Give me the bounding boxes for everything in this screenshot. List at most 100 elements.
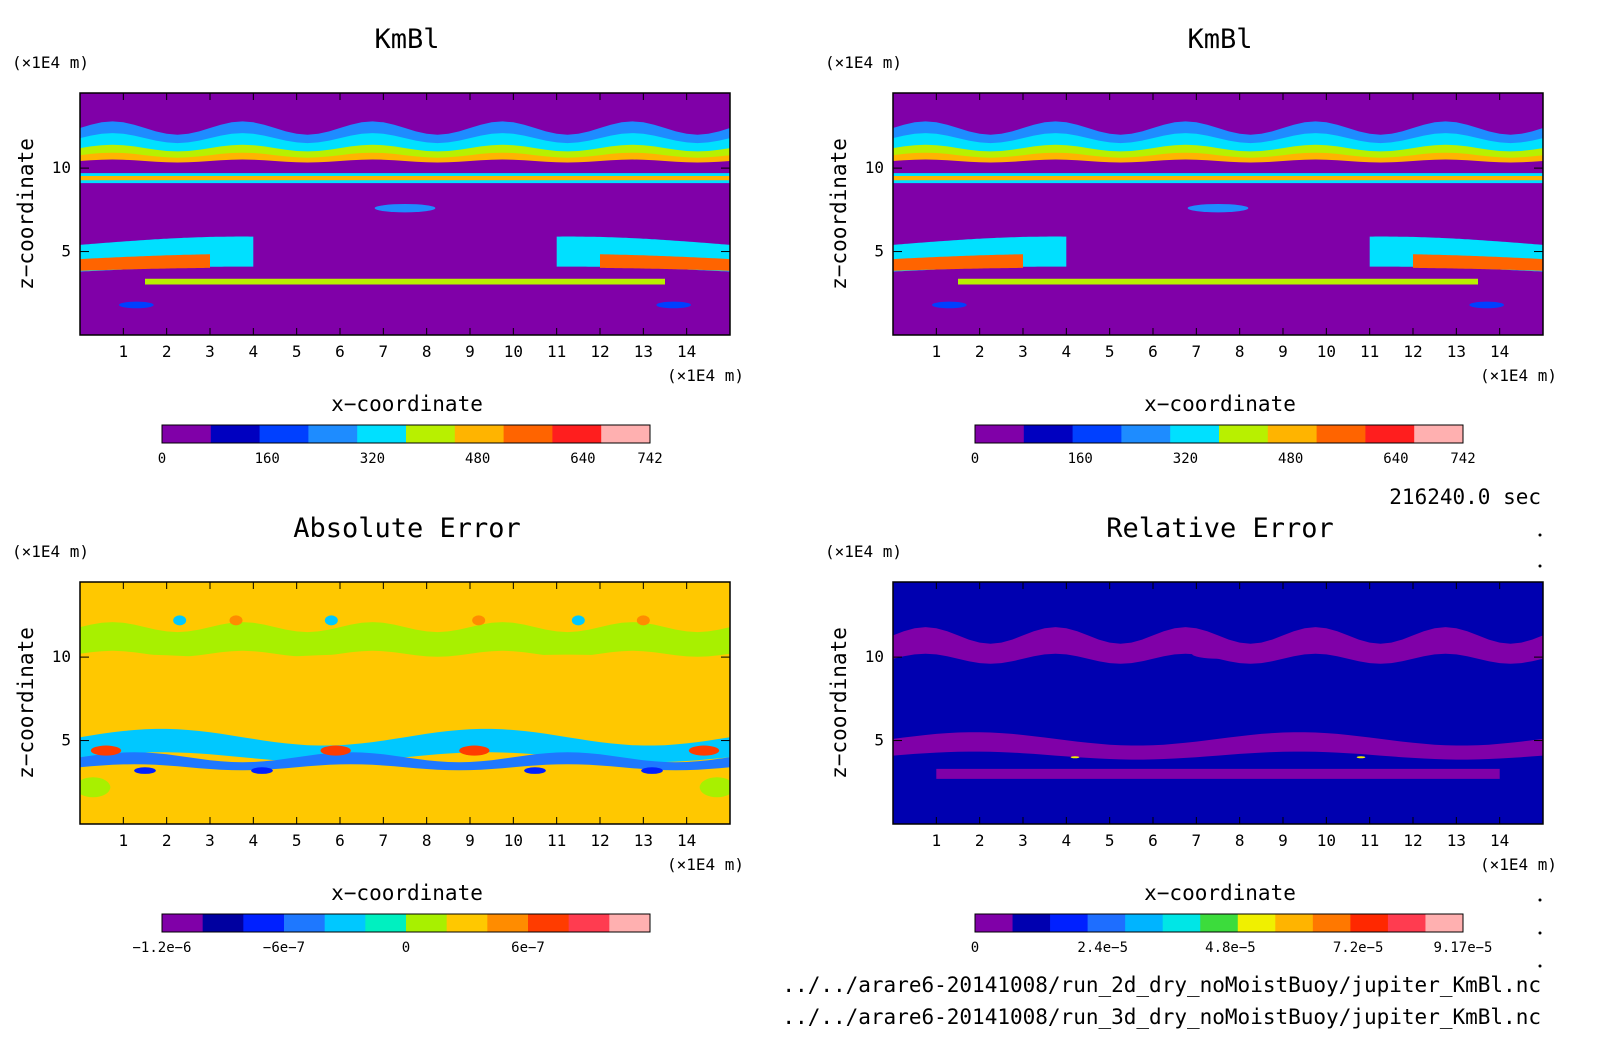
plot-frame [79,581,731,825]
upper-band-core [893,152,1543,163]
x-axis-label: x−coordinate [1144,392,1296,416]
colorbar-segment [1012,914,1051,932]
y-tick-label: 5 [874,242,884,261]
jet-core [80,176,730,181]
colorbar-label: −1.2e−6 [132,940,191,956]
colorbar-segment [552,425,602,443]
colorbar-segment [975,425,1025,443]
abs-jet [80,654,730,666]
x-tick-label: 6 [335,342,345,361]
x-unit-label: (×1E4 m) [1480,366,1557,385]
colorbar-segment [1162,914,1201,932]
mid-cell [374,203,436,213]
colorbar-label: 320 [360,451,385,467]
y-tick-label: 5 [874,731,884,750]
x-tick-label: 1 [119,831,129,850]
colorbar-segment [365,914,407,932]
plot-frame [79,92,731,336]
mid-cell [1187,203,1249,213]
colorbar-label: 0 [971,451,979,467]
x-tick-label: 4 [1062,831,1072,850]
file-path-2: ../../arare6-20141008/run_3d_dry_noMoist… [782,1005,1541,1029]
chart-panel-4: Relative Error(×1E4 m)(×1E4 m)1 2 3 4 5 6 7 8 9 1… [825,513,1557,956]
low-cell-right [656,301,692,309]
x-tick-label: 8 [1235,831,1245,850]
y-unit-label: (×1E4 m) [12,542,89,561]
colorbar-segment [1125,914,1164,932]
abs-upper-cell [636,615,650,626]
rel-upper-cell [1192,648,1244,659]
y-axis-label: z−coordinate [14,627,38,779]
colorbar-segment [528,914,570,932]
contour-field [893,627,1543,779]
chart-title: KmBl [374,24,439,55]
colorbar-segment [210,425,261,443]
abs-lower-cell [90,745,122,756]
x-tick-label: 8 [422,342,432,361]
x-tick-label: 5 [292,342,302,361]
chart-title: Absolute Error [293,513,521,544]
x-tick-label: 12 [590,831,609,850]
rel-lower-band [893,732,1543,760]
x-tick-label: 7 [379,831,389,850]
colorbar-segment [1425,914,1464,932]
abs-lower-cell [459,745,490,756]
low-thin-band [145,278,665,285]
x-unit-label: (×1E4 m) [1480,855,1557,874]
x-tick-label: 12 [590,342,609,361]
y-unit-label: (×1E4 m) [825,542,902,561]
x-tick-label: 14 [1490,831,1509,850]
colorbar-label: 4.8e−5 [1205,940,1256,956]
colorbar-label: 0 [158,451,166,467]
colorbar-segment [1414,425,1464,443]
x-axis-label: x−coordinate [331,392,483,416]
colorbar-segment [609,914,651,932]
colorbar-segment [1072,425,1122,443]
x-tick-label: 11 [1360,831,1379,850]
low-cell-left [932,301,967,309]
dot [1538,898,1542,902]
x-tick-label: 14 [677,831,696,850]
x-tick-label: 9 [465,831,475,850]
colorbar-segment [1267,425,1318,443]
colorbar-segment [1237,914,1276,932]
y-tick-label: 10 [52,158,71,177]
abs-low-cell [524,767,546,774]
abs-lower-thin [80,752,730,771]
colorbar-segment [568,914,610,932]
lower-left-core [893,254,1023,271]
y-tick-label: 5 [61,731,71,750]
x-tick-label: 12 [1403,342,1422,361]
x-tick-label: 3 [205,831,215,850]
x-axis-label: x−coordinate [1144,881,1296,905]
colorbar-segment [1050,914,1089,932]
lower-left-core [80,254,210,271]
x-tick-label: 5 [1105,342,1115,361]
colorbar-segment [284,914,326,932]
x-tick-label: 14 [1490,342,1509,361]
colorbar: 0 2.4e−5 4.8e−5 7.2e−5 9.17e−5 [971,913,1493,956]
x-tick-label: 12 [1403,831,1422,850]
dot [1538,964,1542,968]
colorbar-segment [1200,914,1239,932]
x-tick-label: 1 [932,342,942,361]
colorbar-label: 640 [570,451,595,467]
y-axis-label: z−coordinate [14,138,38,290]
colorbar-label: 0 [402,940,410,956]
rel-upper-band [893,627,1543,664]
abs-corner-right [699,777,730,798]
colorbar-segment [601,425,651,443]
colorbar-label: 0 [971,940,979,956]
x-tick-label: 2 [975,342,985,361]
colorbar-segment [162,914,204,932]
x-tick-label: 8 [1235,342,1245,361]
x-tick-label: 6 [335,831,345,850]
y-axis-label: z−coordinate [827,627,851,779]
colorbar-segment [1387,914,1426,932]
abs-upper-cell [324,615,338,626]
x-tick-label: 3 [1018,342,1028,361]
